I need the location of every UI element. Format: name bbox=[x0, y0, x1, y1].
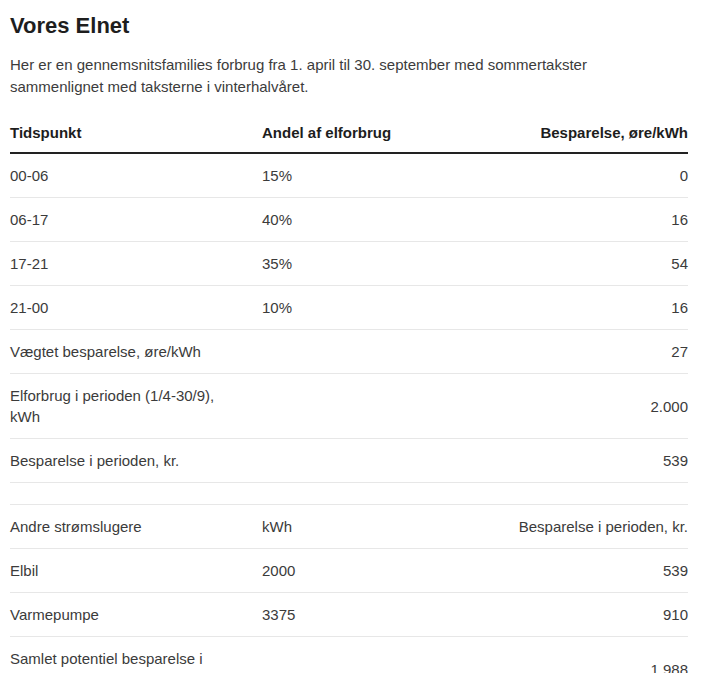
page-subtitle: Her er en gennemsnitsfamilies forbrug fr… bbox=[10, 54, 665, 98]
row-label: Elforbrug i perioden (1/4-30/9), kWh bbox=[10, 374, 262, 438]
row-saving: 54 bbox=[458, 242, 688, 285]
page-title: Vores Elnet bbox=[10, 12, 688, 40]
table-row: Vægtet besparelse, øre/kWh 27 bbox=[10, 330, 688, 374]
column-header-besparelse: Besparelse, øre/kWh bbox=[458, 106, 688, 152]
table-row: Varmepumpe 3375 910 bbox=[10, 593, 688, 637]
row-label: Besparelse i perioden, kr. bbox=[10, 439, 262, 482]
row-saving: 2.000 bbox=[458, 385, 688, 428]
row-label: 21-00 bbox=[10, 286, 262, 329]
table-row: Elbil 2000 539 bbox=[10, 549, 688, 593]
table-row: Besparelse i perioden, kr. 539 bbox=[10, 439, 688, 483]
column-header-kwh: kWh bbox=[262, 505, 458, 548]
table-row: 21-00 10% 16 bbox=[10, 286, 688, 330]
row-share: 15% bbox=[262, 154, 458, 197]
page-content: Vores Elnet Her er en gennemsnitsfamilie… bbox=[0, 0, 718, 673]
row-saving: 1.988 bbox=[458, 648, 688, 673]
table-row: 06-17 40% 16 bbox=[10, 198, 688, 242]
row-share bbox=[262, 395, 458, 417]
row-share: 40% bbox=[262, 198, 458, 241]
row-label: Vægtet besparelse, øre/kWh bbox=[10, 330, 262, 373]
row-label: 17-21 bbox=[10, 242, 262, 285]
section-gap bbox=[10, 483, 688, 504]
table-row: Samlet potentiel besparelse i perioden, … bbox=[10, 637, 688, 673]
row-share bbox=[262, 341, 458, 363]
row-saving: 0 bbox=[458, 154, 688, 197]
row-kwh: 3375 bbox=[262, 593, 458, 636]
consumption-table-header-row: Tidspunkt Andel af elforbrug Besparelse,… bbox=[10, 106, 688, 154]
row-saving: 539 bbox=[458, 439, 688, 482]
row-saving: 27 bbox=[458, 330, 688, 373]
column-header-besparelse-perioden: Besparelse i perioden, kr. bbox=[458, 505, 688, 548]
column-header-andre-stromslugere: Andre strømslugere bbox=[10, 505, 262, 548]
column-header-andel: Andel af elforbrug bbox=[262, 106, 458, 152]
row-label: Samlet potentiel besparelse i perioden, … bbox=[10, 637, 262, 673]
row-share: 10% bbox=[262, 286, 458, 329]
row-saving: 16 bbox=[458, 286, 688, 329]
row-saving: 910 bbox=[458, 593, 688, 636]
consumption-table: Tidspunkt Andel af elforbrug Besparelse,… bbox=[10, 106, 688, 483]
row-label: Varmepumpe bbox=[10, 593, 262, 636]
row-saving: 539 bbox=[458, 549, 688, 592]
row-label: 00-06 bbox=[10, 154, 262, 197]
table-row: 17-21 35% 54 bbox=[10, 242, 688, 286]
row-saving: 16 bbox=[458, 198, 688, 241]
appliances-table: Andre strømslugere kWh Besparelse i peri… bbox=[10, 504, 688, 673]
row-kwh: 2000 bbox=[262, 549, 458, 592]
row-label: 06-17 bbox=[10, 198, 262, 241]
table-row: 00-06 15% 0 bbox=[10, 154, 688, 198]
table-row: Elforbrug i perioden (1/4-30/9), kWh 2.0… bbox=[10, 374, 688, 439]
column-header-tidspunkt: Tidspunkt bbox=[10, 106, 262, 152]
row-share bbox=[262, 450, 458, 472]
appliances-table-header-row: Andre strømslugere kWh Besparelse i peri… bbox=[10, 504, 688, 549]
row-label: Elbil bbox=[10, 549, 262, 592]
row-share: 35% bbox=[262, 242, 458, 285]
row-kwh bbox=[262, 658, 458, 673]
